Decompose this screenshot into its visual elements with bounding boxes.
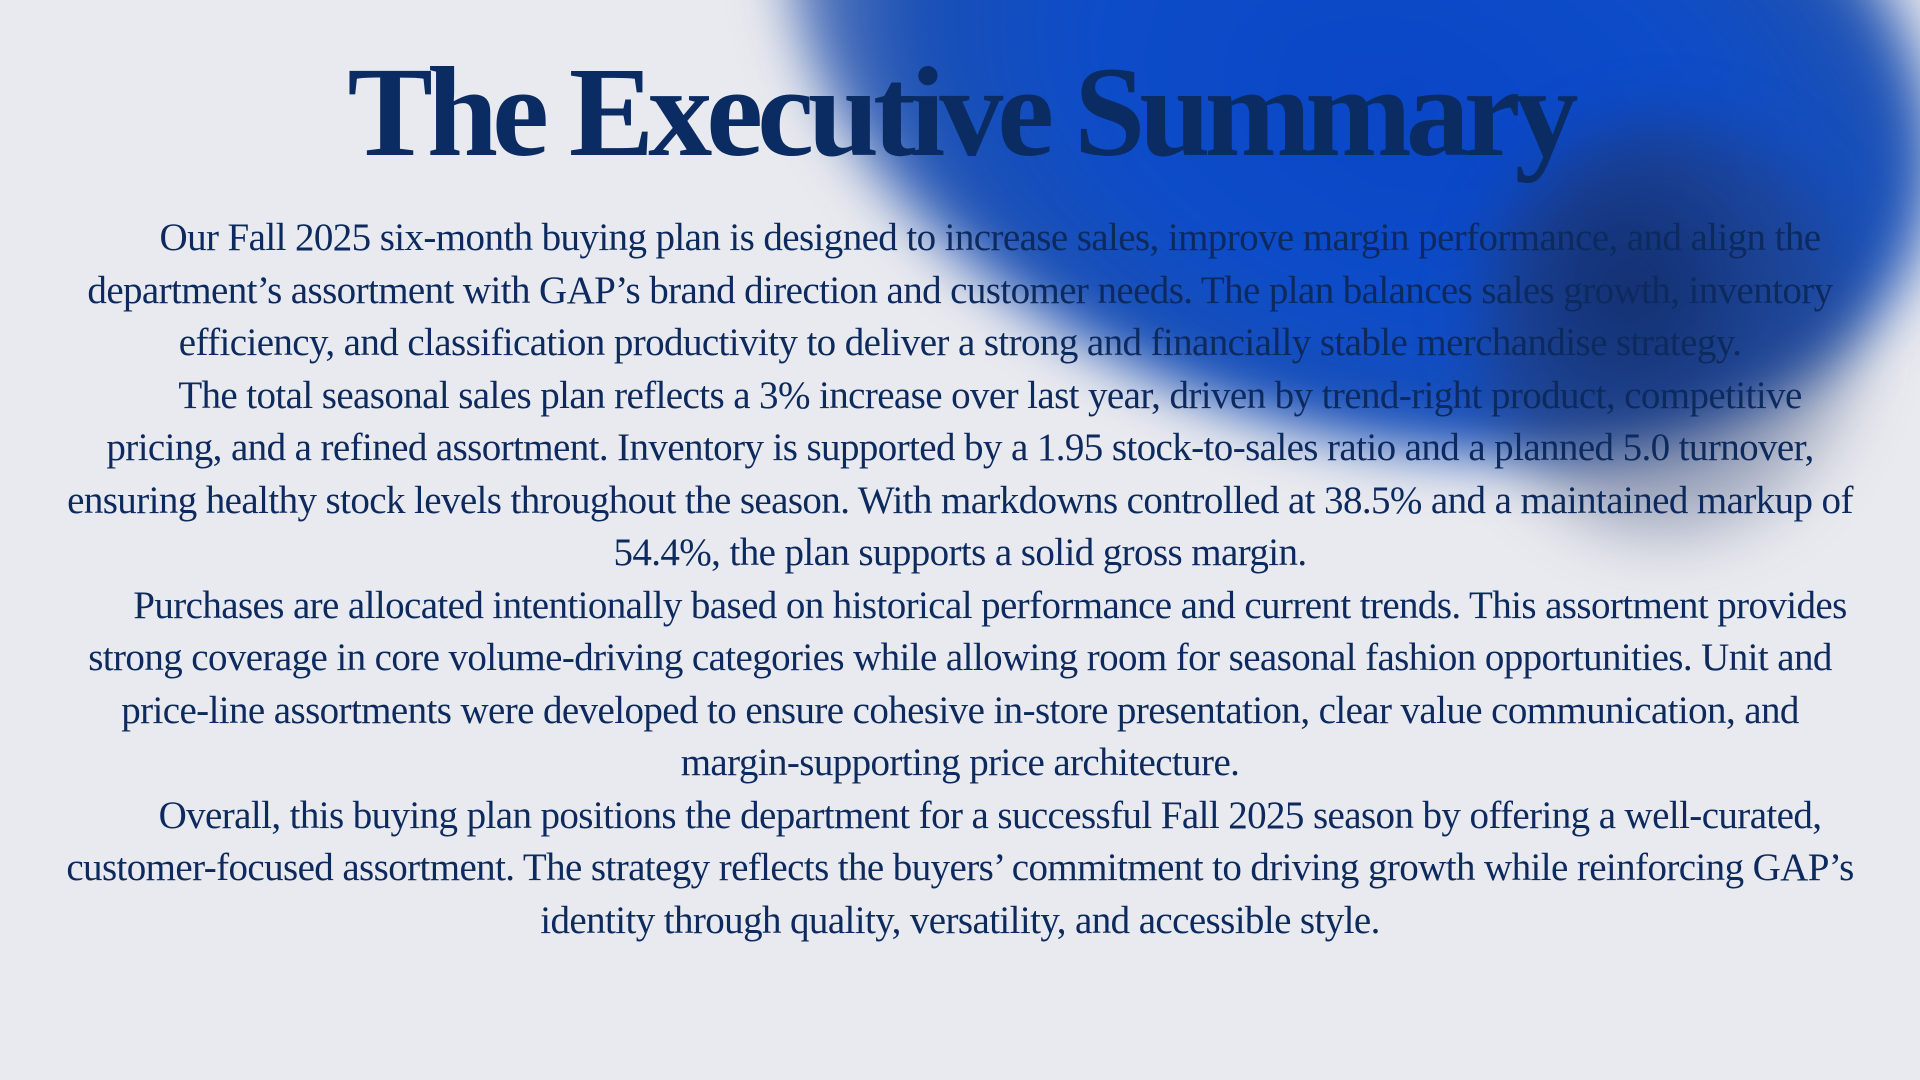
paragraph-purchases: Purchases are allocated intentionally ba… bbox=[88, 583, 1847, 785]
background-shadow-glow bbox=[1480, 120, 1860, 540]
paragraph-overall: Overall, this buying plan positions the … bbox=[66, 793, 1854, 942]
paragraph-sales-plan: The total seasonal sales plan reflects a… bbox=[67, 373, 1853, 575]
paragraph-intro: Our Fall 2025 six-month buying plan is d… bbox=[87, 216, 1833, 364]
summary-body: Our Fall 2025 six-month buying plan is d… bbox=[60, 212, 1860, 947]
slide-title: The Executive Summary bbox=[347, 41, 1579, 183]
